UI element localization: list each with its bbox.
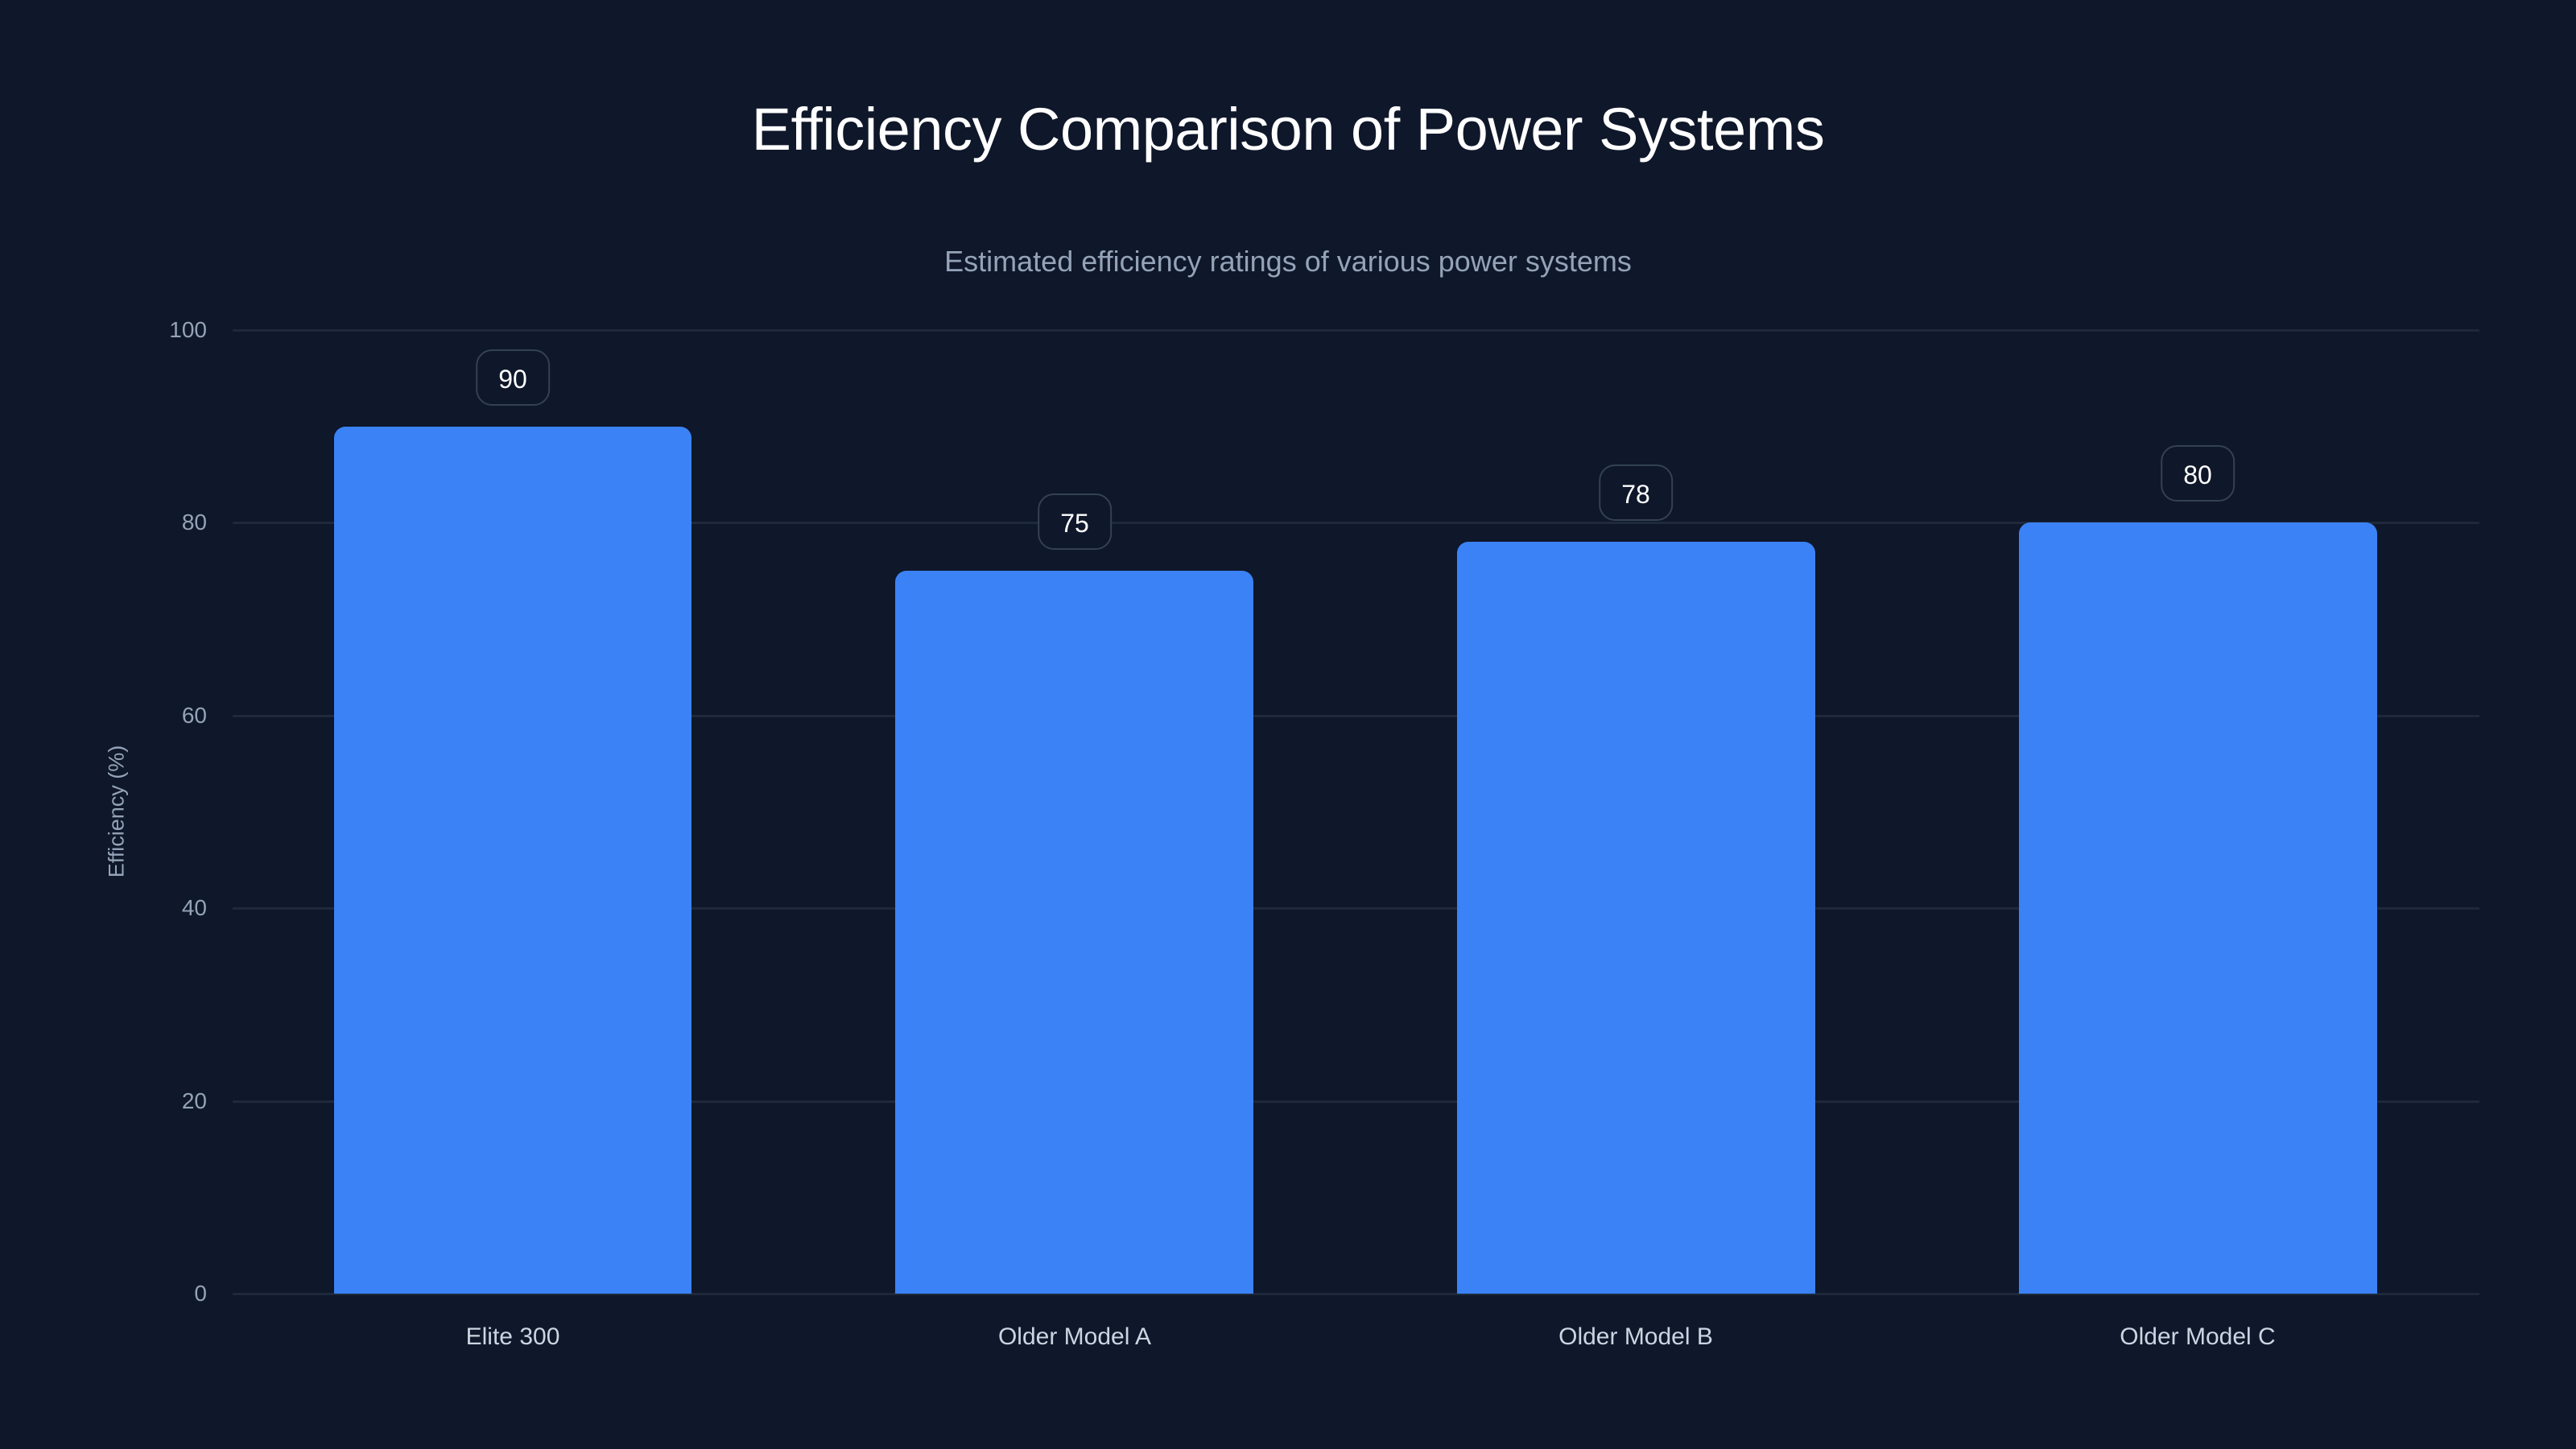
value-label-older-model-c: 80 (2161, 445, 2235, 502)
value-label-older-model-a: 75 (1038, 493, 1112, 551)
gridline-80: 80 (182, 510, 2479, 535)
x-tick-elite-300: Elite 300 (465, 1323, 560, 1350)
y-tick-60: 60 (181, 702, 207, 728)
value-label-elite-300: 90 (476, 349, 550, 406)
y-tick-0: 0 (194, 1281, 207, 1306)
x-tick-older-model-b: Older Model B (1558, 1323, 1713, 1350)
gridline-40: 40 (182, 895, 2479, 920)
gridline-20: 20 (182, 1088, 2479, 1113)
y-tick-40: 40 (181, 895, 207, 921)
y-axis-label: Efficiency (%) (104, 745, 129, 878)
y-tick-100: 100 (169, 317, 207, 342)
gridline-100: 100 (169, 317, 2479, 342)
y-tick-20: 20 (181, 1088, 207, 1113)
bar-older-model-a[interactable] (895, 571, 1253, 1294)
bar-older-model-c[interactable] (2019, 522, 2377, 1294)
bar-elite-300[interactable] (334, 426, 691, 1294)
gridline-0: 0 (194, 1281, 2479, 1306)
chart-title: Efficiency Comparison of Power Systems (751, 96, 1825, 163)
chart-subtitle: Estimated efficiency ratings of various … (944, 245, 1632, 278)
y-tick-80: 80 (181, 510, 207, 535)
value-label-older-model-b: 78 (1599, 464, 1673, 522)
bar-older-model-b[interactable] (1457, 542, 1815, 1294)
gridline-60: 60 (182, 703, 2479, 728)
x-tick-older-model-c: Older Model C (2120, 1323, 2276, 1350)
plot-area: 100 80 60 40 20 0 90 75 78 80 (169, 317, 2479, 1306)
x-tick-older-model-a: Older Model A (997, 1323, 1152, 1350)
